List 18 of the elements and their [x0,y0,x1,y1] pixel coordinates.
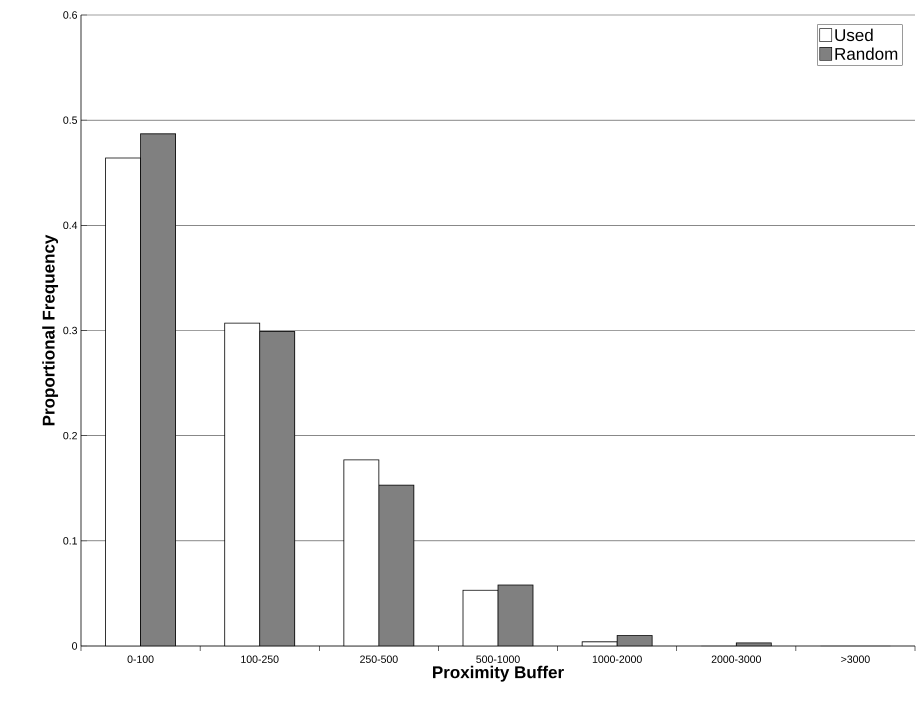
y-tick-label: 0.1 [63,537,77,545]
y-axis-title: Proportional Frequency [42,234,58,426]
y-tick-label: 0.6 [63,11,78,19]
x-tick-label: 100-250 [241,656,279,663]
y-tick-label: 0.5 [63,116,78,124]
y-tick-label: 0.4 [63,222,78,230]
legend-label: Random [835,47,898,60]
legend-label: Used [835,28,873,42]
x-tick-label: 0-100 [128,656,154,663]
x-axis-title: Proximity Buffer [433,666,564,682]
x-tick-label: 1000-2000 [592,656,642,663]
y-tick-label: 0.2 [63,432,77,440]
x-tick-label: 2000-3000 [712,656,761,663]
x-tick-label: >3000 [841,656,870,663]
y-tick-label: 0.3 [63,326,78,334]
x-tick-label: 250-500 [360,656,398,663]
x-tick-label: 500-1000 [476,656,520,663]
y-tick-label: 0 [72,642,78,650]
